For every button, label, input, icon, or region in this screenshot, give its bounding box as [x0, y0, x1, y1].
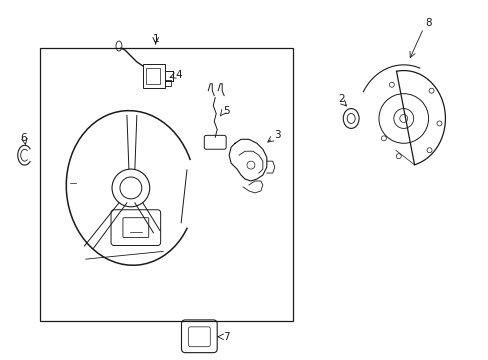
Text: 3: 3 — [274, 130, 281, 140]
Text: 7: 7 — [223, 332, 229, 342]
Bar — [145, 68, 160, 84]
Bar — [40, 48, 292, 321]
Text: 5: 5 — [223, 105, 229, 116]
Bar — [142, 64, 164, 88]
Text: 4: 4 — [175, 70, 182, 80]
Text: 8: 8 — [425, 18, 431, 28]
Text: 2: 2 — [337, 94, 344, 104]
Text: 6: 6 — [20, 133, 27, 143]
Text: 1: 1 — [152, 34, 159, 44]
